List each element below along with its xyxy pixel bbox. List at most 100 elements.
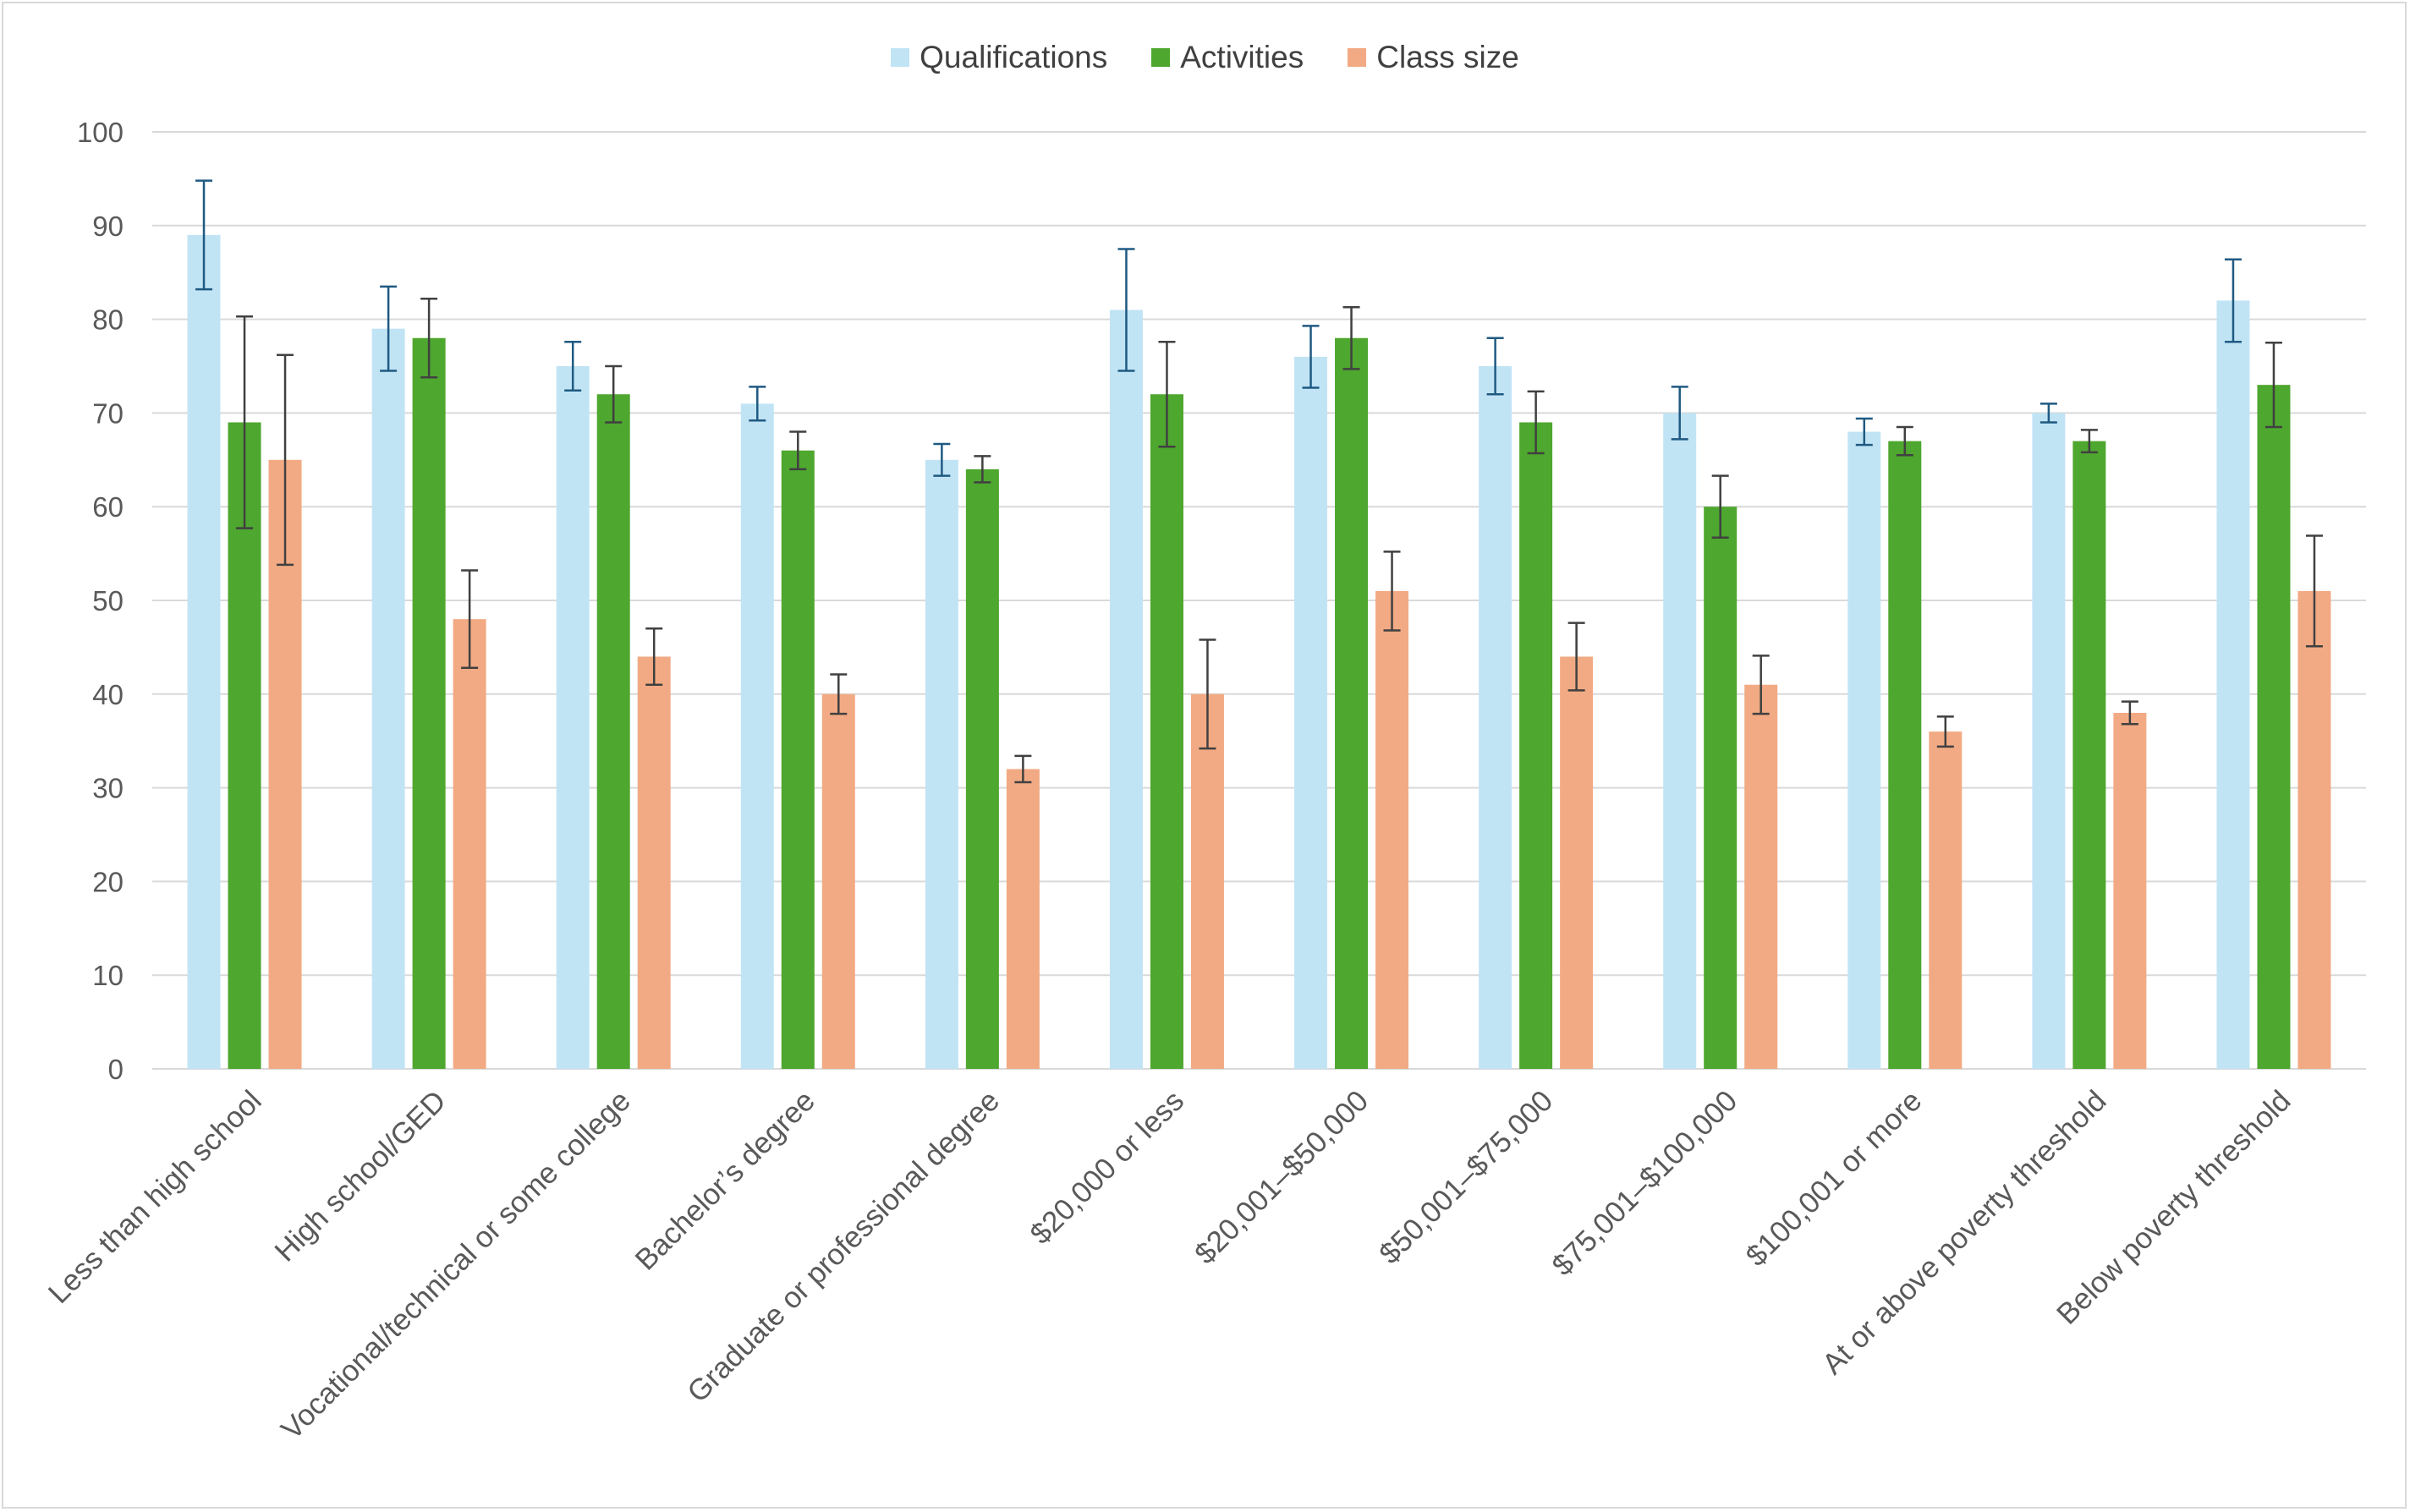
legend: Qualifications Activities Class size	[0, 37, 2410, 78]
error-bar-qualifications-8	[1671, 386, 1688, 441]
error-bar-class-size-5	[1199, 638, 1216, 750]
y-tick-label-0: 0	[108, 1054, 124, 1085]
bar-qualifications-10	[2032, 413, 2066, 1069]
bar-class-size-4	[1006, 769, 1040, 1069]
error-bar-qualifications-1	[380, 285, 398, 372]
error-bar-activities-10	[2080, 429, 2098, 454]
bar-activities-10	[2072, 441, 2106, 1069]
error-bar-activities-2	[605, 364, 623, 424]
error-bar-qualifications-9	[1855, 417, 1873, 446]
bar-activities-2	[596, 394, 630, 1069]
error-bar-class-size-2	[645, 627, 663, 686]
x-tick-label-5: $20,000 or less	[1024, 1084, 1190, 1251]
legend-label: Qualifications	[920, 40, 1108, 74]
bar-class-size-5	[1190, 693, 1224, 1069]
bar-activities-11	[2257, 385, 2291, 1069]
bar-qualifications-9	[1847, 431, 1881, 1069]
y-tick-label-40: 40	[92, 679, 124, 710]
error-bar-activities-8	[1711, 474, 1729, 540]
bar-qualifications-7	[1479, 366, 1512, 1069]
error-bar-activities-7	[1527, 390, 1545, 455]
error-bar-class-size-8	[1752, 655, 1770, 715]
y-tick-label-80: 80	[92, 304, 124, 336]
error-bars	[195, 179, 2323, 784]
legend-item-class-size: Class size	[1348, 40, 1519, 75]
bar-activities-8	[1704, 507, 1738, 1069]
bar-class-size-9	[1929, 731, 1963, 1069]
error-bar-qualifications-11	[2224, 258, 2242, 343]
y-tick-label-90: 90	[92, 211, 124, 242]
bar-activities-9	[1888, 441, 1922, 1069]
error-bar-activities-6	[1342, 305, 1360, 370]
x-tick-label-6: $20,001–$50,000	[1189, 1084, 1375, 1270]
error-bar-activities-1	[420, 297, 438, 379]
error-bar-qualifications-5	[1117, 248, 1135, 372]
y-tick-label-100: 100	[77, 117, 124, 148]
legend-item-activities: Activities	[1151, 40, 1304, 75]
y-tick-label-70: 70	[92, 397, 124, 429]
x-tick-label-0: Less than high school	[42, 1084, 268, 1310]
error-bar-activities-9	[1896, 425, 1913, 457]
legend-label: Activities	[1180, 40, 1304, 74]
error-bar-qualifications-2	[564, 340, 582, 392]
error-bar-activities-11	[2265, 342, 2282, 429]
error-bar-qualifications-10	[2039, 403, 2057, 424]
y-tick-label-50: 50	[92, 585, 124, 616]
error-bar-qualifications-0	[195, 179, 213, 291]
error-bar-class-size-1	[461, 569, 479, 670]
bar-activities-4	[965, 468, 999, 1069]
bar-qualifications-5	[1109, 310, 1143, 1069]
bar-activities-3	[781, 450, 815, 1069]
bar-qualifications-0	[187, 234, 221, 1069]
y-tick-label-20: 20	[92, 866, 124, 897]
bar-qualifications-2	[556, 366, 590, 1069]
bar-activities-0	[228, 422, 261, 1070]
bar-class-size-11	[2297, 590, 2331, 1069]
bar-activities-7	[1519, 422, 1553, 1070]
x-tick-label-9: $100,001 or more	[1740, 1084, 1929, 1273]
gridlines	[152, 131, 2366, 1070]
bar-activities-5	[1150, 394, 1183, 1069]
error-bar-activities-0	[236, 315, 254, 529]
bar-qualifications-8	[1663, 413, 1697, 1069]
error-bar-class-size-6	[1383, 551, 1401, 632]
bar-class-size-6	[1375, 590, 1409, 1069]
x-tick-label-3: Bachelor’s degree	[629, 1084, 821, 1277]
bar-class-size-7	[1560, 656, 1594, 1069]
x-axis-tick-labels: Less than high school High school/GEDVoca…	[42, 1084, 2297, 1446]
bar-class-size-8	[1744, 684, 1778, 1069]
error-bar-qualifications-4	[933, 442, 951, 477]
error-bar-activities-3	[789, 430, 807, 471]
y-tick-label-60: 60	[92, 491, 124, 523]
y-tick-label-30: 30	[92, 773, 124, 804]
x-tick-label-8: $75,001–$100,000	[1545, 1084, 1743, 1282]
error-bar-class-size-3	[830, 673, 848, 715]
error-bar-qualifications-3	[749, 386, 766, 422]
legend-label: Class size	[1376, 40, 1519, 74]
x-tick-label-1: High school/GED	[268, 1084, 452, 1268]
bars	[187, 234, 2331, 1070]
bar-qualifications-6	[1294, 356, 1328, 1069]
error-bar-qualifications-6	[1302, 325, 1320, 389]
x-tick-label-2: Vocational/technical or some college	[275, 1084, 637, 1446]
x-tick-label-7: $50,001–$75,000	[1373, 1084, 1559, 1270]
error-bar-class-size-9	[1936, 715, 1954, 748]
error-bar-activities-5	[1158, 340, 1176, 448]
error-bar-qualifications-7	[1486, 337, 1504, 396]
y-tick-label-10: 10	[92, 960, 124, 991]
bar-class-size-10	[2113, 712, 2147, 1069]
legend-swatch	[1348, 48, 1367, 67]
bar-qualifications-4	[925, 459, 958, 1069]
error-bar-class-size-11	[2305, 534, 2323, 648]
bar-qualifications-3	[740, 403, 774, 1069]
bar-class-size-1	[453, 619, 486, 1069]
bar-qualifications-11	[2216, 300, 2250, 1069]
error-bar-class-size-10	[2121, 700, 2138, 726]
legend-swatch	[891, 48, 910, 67]
error-bar-class-size-4	[1014, 754, 1032, 784]
bar-class-size-3	[821, 693, 855, 1069]
bar-qualifications-1	[371, 328, 405, 1069]
bar-activities-1	[412, 337, 446, 1069]
bar-activities-6	[1335, 337, 1369, 1069]
error-bar-class-size-0	[277, 353, 294, 567]
